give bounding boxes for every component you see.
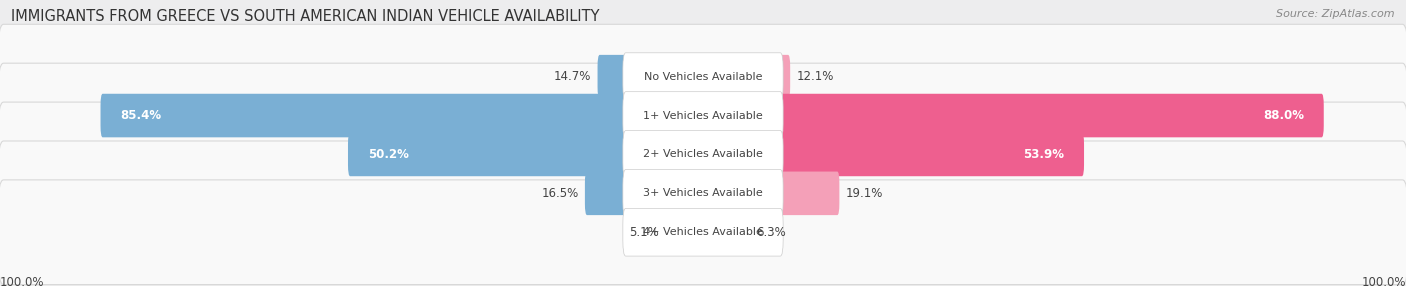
FancyBboxPatch shape [598,55,706,98]
FancyBboxPatch shape [0,141,1406,246]
FancyBboxPatch shape [700,94,1324,137]
Text: 5.1%: 5.1% [628,226,658,239]
FancyBboxPatch shape [0,180,1406,285]
Text: IMMIGRANTS FROM GREECE VS SOUTH AMERICAN INDIAN VEHICLE AVAILABILITY: IMMIGRANTS FROM GREECE VS SOUTH AMERICAN… [11,9,600,23]
FancyBboxPatch shape [349,133,706,176]
Text: 100.0%: 100.0% [1361,276,1406,286]
Text: 53.9%: 53.9% [1024,148,1064,161]
FancyBboxPatch shape [665,210,706,254]
Text: 3+ Vehicles Available: 3+ Vehicles Available [643,188,763,198]
Text: 88.0%: 88.0% [1263,109,1305,122]
FancyBboxPatch shape [623,170,783,217]
Text: 2+ Vehicles Available: 2+ Vehicles Available [643,150,763,159]
Text: 12.1%: 12.1% [796,70,834,83]
FancyBboxPatch shape [585,172,706,215]
Text: 14.7%: 14.7% [554,70,591,83]
FancyBboxPatch shape [700,210,749,254]
FancyBboxPatch shape [700,172,839,215]
FancyBboxPatch shape [623,92,783,139]
FancyBboxPatch shape [0,63,1406,168]
Text: No Vehicles Available: No Vehicles Available [644,72,762,82]
Text: 16.5%: 16.5% [541,187,579,200]
Text: 100.0%: 100.0% [0,276,45,286]
Text: 4+ Vehicles Available: 4+ Vehicles Available [643,227,763,237]
FancyBboxPatch shape [623,208,783,256]
Text: 50.2%: 50.2% [368,148,409,161]
Text: 85.4%: 85.4% [120,109,162,122]
Text: Source: ZipAtlas.com: Source: ZipAtlas.com [1277,9,1395,19]
Text: 6.3%: 6.3% [756,226,786,239]
FancyBboxPatch shape [0,24,1406,129]
FancyBboxPatch shape [623,53,783,100]
FancyBboxPatch shape [0,102,1406,207]
FancyBboxPatch shape [700,133,1084,176]
FancyBboxPatch shape [700,55,790,98]
FancyBboxPatch shape [623,131,783,178]
Text: 1+ Vehicles Available: 1+ Vehicles Available [643,111,763,120]
FancyBboxPatch shape [101,94,704,137]
Text: 19.1%: 19.1% [846,187,883,200]
